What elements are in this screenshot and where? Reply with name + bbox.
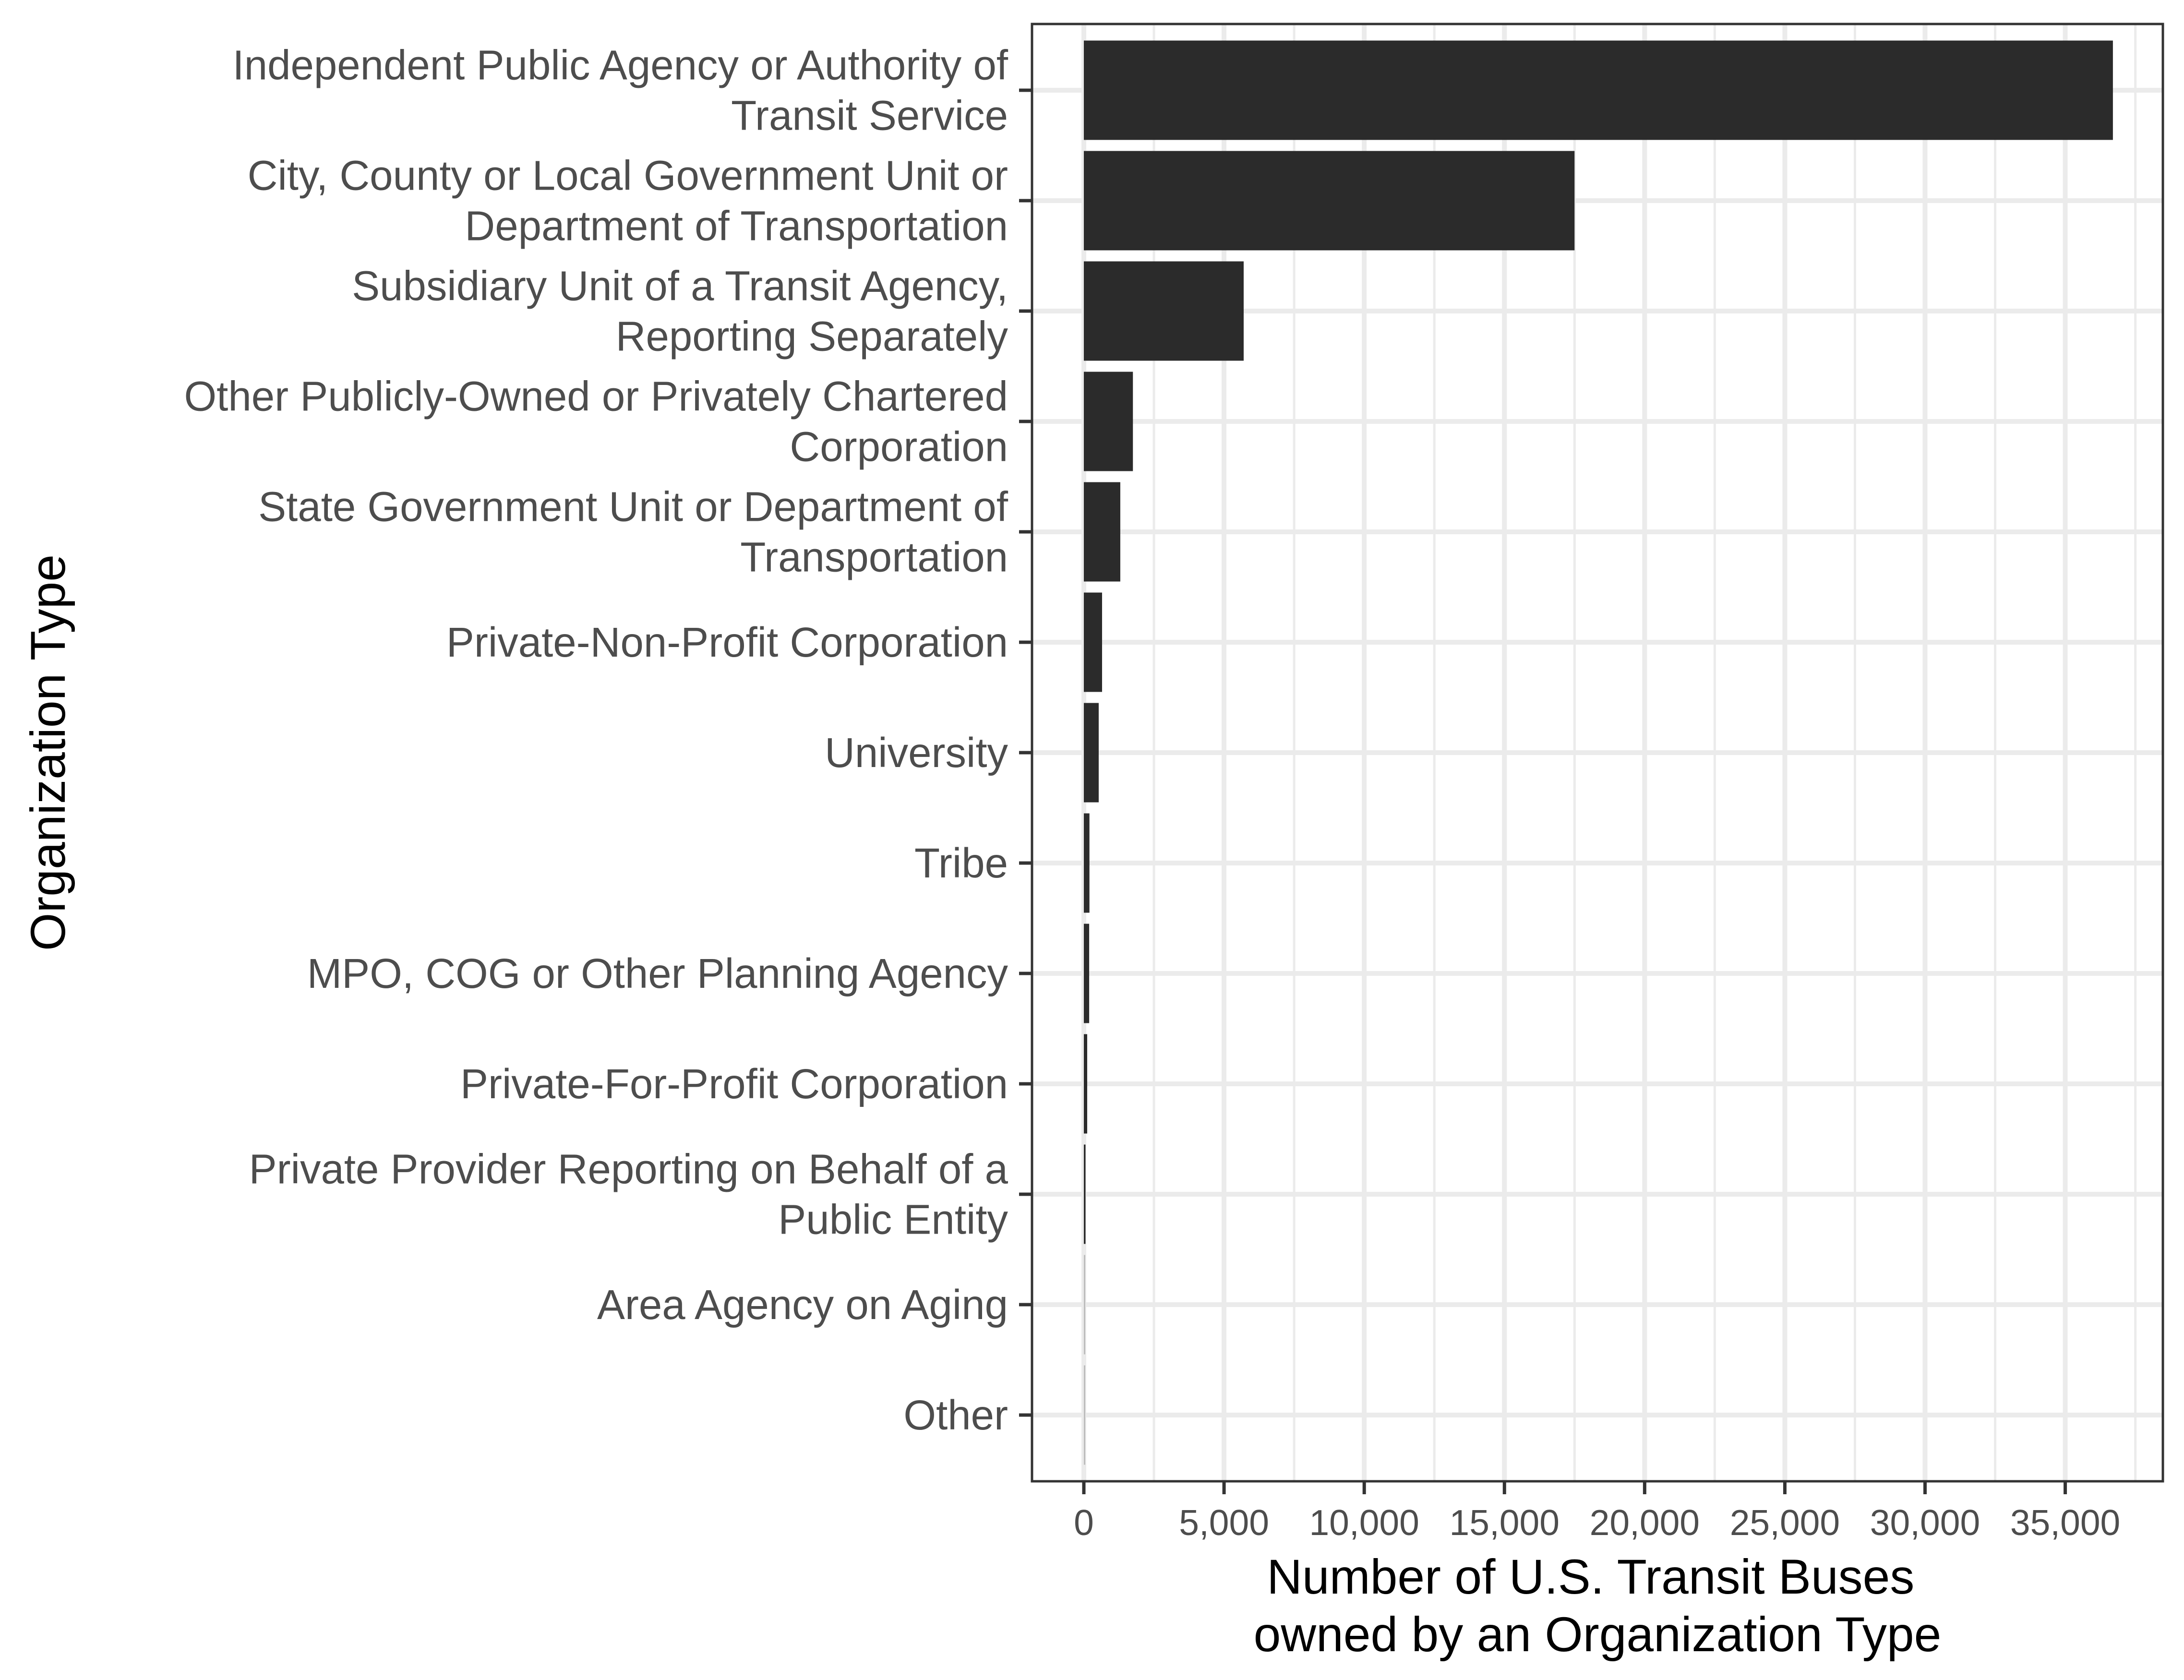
- bar: [1084, 261, 1244, 361]
- y-tick-label-line: Other Publicly-Owned or Privately Charte…: [184, 373, 1008, 420]
- y-tick-label-line: Other: [903, 1392, 1008, 1439]
- y-tick-label-line: Subsidiary Unit of a Transit Agency,: [352, 263, 1008, 310]
- y-tick-label-line: Public Entity: [778, 1197, 1008, 1243]
- bar: [1084, 592, 1102, 692]
- x-axis-tick-labels: 0 5,000 10,000 15,000 20,000 25,000 30,000 35,0…: [1074, 1502, 2120, 1543]
- x-tick-label: 10,000: [1309, 1502, 1419, 1543]
- y-tick-label-line: City, County or Local Government Unit or: [248, 153, 1008, 199]
- y-tick-label: Area Agency on Aging: [597, 1282, 1008, 1328]
- y-tick-label-line: Corporation: [790, 424, 1008, 470]
- y-tick-label-line: Independent Public Agency or Authority o…: [233, 42, 1008, 89]
- y-tick-label-line: Transit Service: [731, 93, 1008, 139]
- y-tick-label-line: Area Agency on Aging: [597, 1282, 1008, 1328]
- bars: [1084, 40, 2113, 1465]
- y-tick-label: Private-For-Profit Corporation: [460, 1061, 1008, 1107]
- bar: [1084, 372, 1133, 471]
- y-tick-label: Tribe: [914, 840, 1008, 887]
- x-tick-label: 35,000: [2010, 1502, 2120, 1543]
- x-tick-label: 20,000: [1590, 1502, 1700, 1543]
- gridlines: [1032, 24, 2163, 1481]
- x-tick-label: 30,000: [1870, 1502, 1980, 1543]
- x-axis-title: Number of U.S. Transit Buses owned by an…: [1254, 1549, 1942, 1662]
- bar: [1084, 813, 1090, 913]
- y-tick-label-line: Department of Transportation: [465, 203, 1008, 250]
- x-tick-label: 15,000: [1450, 1502, 1560, 1543]
- y-tick-label: Independent Public Agency or Authority o…: [233, 42, 1008, 139]
- y-tick-label: Private-Non-Profit Corporation: [446, 619, 1008, 666]
- y-tick-label-line: Reporting Separately: [616, 313, 1008, 360]
- y-axis-title: Organization Type: [21, 554, 75, 951]
- x-tick-label: 25,000: [1730, 1502, 1840, 1543]
- y-tick-label: University: [825, 730, 1008, 776]
- y-tick-label-line: Private-Non-Profit Corporation: [446, 619, 1008, 666]
- x-tick-label: 0: [1074, 1502, 1094, 1543]
- y-tick-label-line: Private Provider Reporting on Behalf of …: [249, 1146, 1008, 1193]
- y-tick-label: Subsidiary Unit of a Transit Agency, Repo…: [352, 263, 1008, 360]
- x-axis-title-line-2: owned by an Organization Type: [1254, 1607, 1942, 1662]
- y-tick-label-line: Tribe: [914, 840, 1008, 887]
- axis-ticks: [1019, 88, 2067, 1494]
- y-tick-label-line: Transportation: [740, 534, 1008, 581]
- y-tick-label-line: State Government Unit or Department of: [258, 484, 1008, 530]
- y-tick-label: State Government Unit or Department of Tr…: [258, 484, 1008, 581]
- bar: [1084, 1144, 1086, 1244]
- y-tick-label: City, County or Local Government Unit or…: [248, 153, 1008, 250]
- bar: [1084, 1255, 1085, 1355]
- y-axis-category-labels: Independent Public Agency or Authority o…: [184, 42, 1008, 1439]
- bar: [1084, 482, 1120, 582]
- y-tick-label: Other: [903, 1392, 1008, 1439]
- x-tick-label: 5,000: [1179, 1502, 1269, 1543]
- x-axis-title-line-1: Number of U.S. Transit Buses: [1267, 1549, 1914, 1604]
- y-tick-label-line: Private-For-Profit Corporation: [460, 1061, 1008, 1107]
- bar: [1084, 151, 1575, 251]
- y-tick-label-line: University: [825, 730, 1008, 776]
- bar: [1084, 703, 1099, 803]
- bar: [1084, 1365, 1085, 1465]
- bar: [1084, 1034, 1088, 1134]
- bar: [1084, 40, 2113, 140]
- y-tick-label: MPO, COG or Other Planning Agency: [307, 950, 1008, 997]
- bar: [1084, 924, 1090, 1023]
- y-tick-label: Other Publicly-Owned or Privately Charte…: [184, 373, 1008, 470]
- y-tick-label-line: MPO, COG or Other Planning Agency: [307, 950, 1008, 997]
- y-tick-label: Private Provider Reporting on Behalf of …: [249, 1146, 1008, 1243]
